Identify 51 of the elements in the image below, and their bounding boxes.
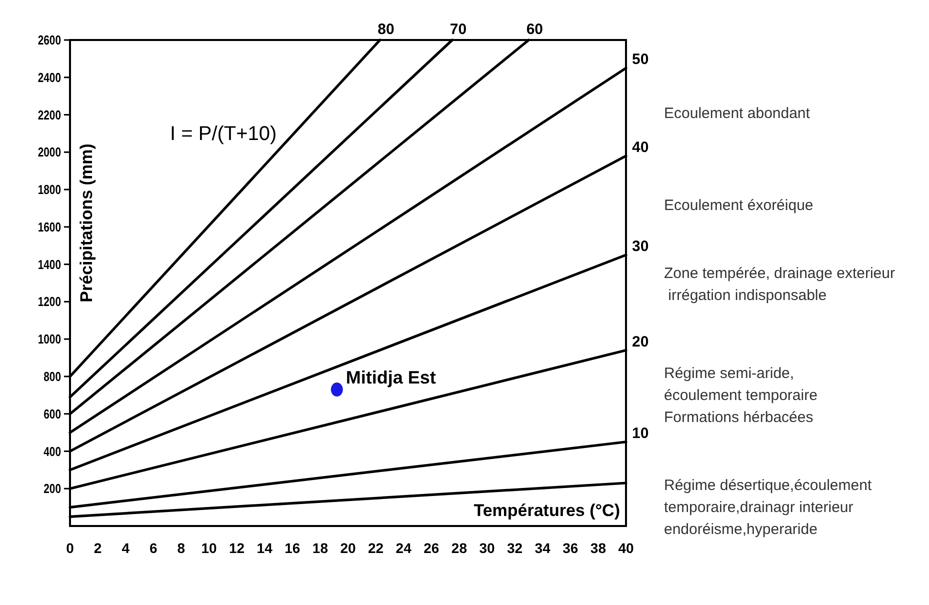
series-label: 80 [378, 21, 394, 38]
x-axis-title: Températures (°C) [474, 501, 620, 520]
x-tick-label: 32 [507, 540, 523, 556]
x-tick-label: 12 [229, 540, 245, 556]
y-tick-label: 1800 [38, 183, 62, 198]
y-tick-label: 1200 [38, 295, 62, 310]
y-tick-label: 1400 [38, 258, 62, 272]
x-tick-label: 34 [534, 540, 551, 556]
series-label: 10 [632, 424, 649, 442]
x-tick-label: 0 [66, 540, 74, 556]
x-tick-label: 10 [201, 540, 217, 556]
y-tick-label: 2200 [38, 108, 62, 123]
annotation: I = P/(T+10) [170, 123, 277, 145]
y-tick-label: 1000 [38, 332, 62, 347]
x-tick-label: 28 [451, 540, 468, 556]
y-tick-label: 2000 [38, 146, 62, 160]
text: Régime semi-aride, écoulement temporaire Formations hérbacées [664, 365, 818, 426]
y-tick-label: 400 [44, 444, 62, 460]
y-tick-label: 2400 [38, 70, 62, 86]
x-tick-label: 30 [479, 540, 495, 556]
series-label: 20 [632, 333, 649, 350]
series-label: 50 [632, 51, 649, 68]
x-tick-label: 14 [256, 540, 273, 556]
x-tick-label: 38 [590, 540, 606, 556]
x-tick-label: 40 [618, 540, 634, 556]
text: Régime désertique,écoulement temporaire,drainagr interieur endoréisme,hyperaride [664, 477, 872, 538]
y-tick-label: 200 [44, 482, 62, 496]
x-tick-label: 4 [122, 540, 130, 556]
text: Ecoulement éxoréique [664, 197, 814, 214]
y-tick-label: 600 [44, 407, 62, 422]
y-tick-label: 2600 [38, 34, 62, 48]
y-tick-label: 1600 [38, 220, 62, 235]
x-tick-label: 20 [340, 540, 356, 556]
series-label: 30 [632, 238, 649, 255]
text: Zone tempérée, drainage exterieur irrégation indisponsable [664, 265, 895, 304]
x-tick-label: 24 [396, 540, 412, 556]
series-label: 60 [526, 21, 544, 38]
x-tick-label: 36 [562, 540, 578, 556]
series-label: 70 [450, 21, 467, 38]
y-tick-label: 800 [44, 370, 62, 384]
text: Ecoulement abondant [664, 105, 811, 122]
x-tick-label: 18 [312, 540, 328, 556]
x-tick-label: 16 [284, 540, 300, 556]
x-tick-label: 22 [368, 540, 384, 556]
x-tick-label: 26 [424, 540, 440, 556]
x-tick-label: 8 [177, 540, 186, 556]
series-label: Mitidja Est [346, 368, 436, 388]
series-label: 40 [632, 138, 649, 156]
x-tick-label: 6 [150, 540, 158, 556]
y-axis-title: Précipitations (mm) [77, 144, 96, 302]
x-tick-label: 2 [94, 540, 102, 556]
